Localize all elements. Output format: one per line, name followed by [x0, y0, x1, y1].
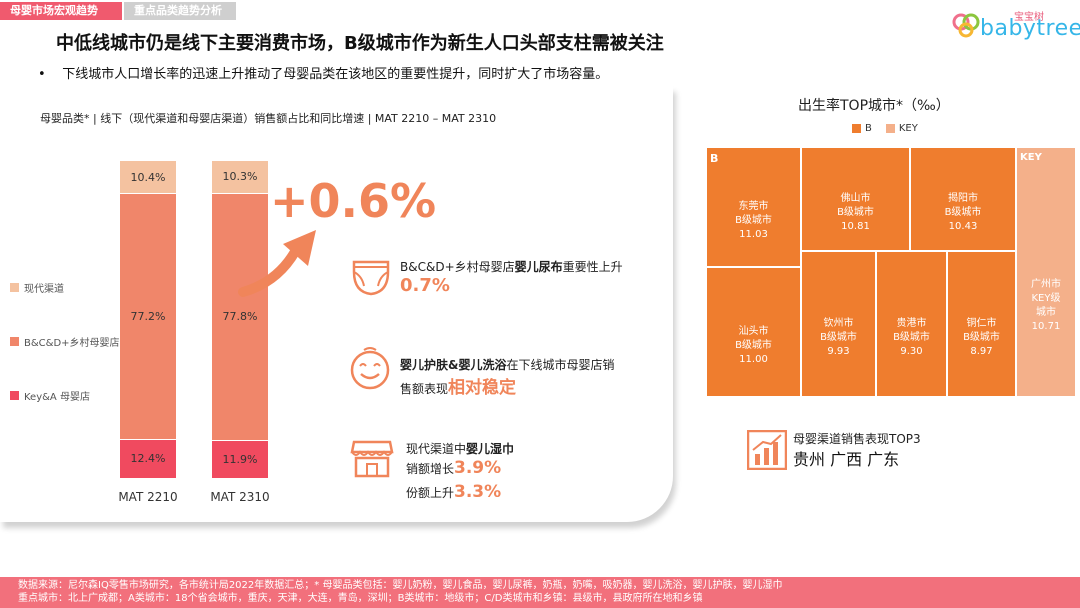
legend-swatch: [852, 124, 861, 133]
treemap-cell: 铜仁市 B级城市 8.97: [947, 251, 1016, 397]
feature-wipes-line3: 份额上升3.3%: [406, 482, 501, 502]
legend-key: KEY: [885, 123, 918, 134]
treemap-cell: 佛山市 B级城市 10.81: [801, 147, 910, 251]
legend-b: B: [852, 123, 872, 134]
legend-label: B&C&D+乡村母婴店: [24, 338, 120, 349]
treemap-cell-label: 贵港市 B级城市 9.30: [893, 318, 930, 357]
f3-l3: 份额上升: [406, 486, 455, 500]
treemap-cell: 钦州市 B级城市 9.93: [801, 251, 876, 397]
treemap-cell: 贵港市 B级城市 9.30: [876, 251, 947, 397]
treemap-cell: 揭阳市 B级城市 10.43: [910, 147, 1016, 251]
f3-bold: 婴儿湿巾: [466, 442, 515, 456]
treemap-cell-label: 揭阳市 B级城市 10.43: [944, 193, 982, 232]
top3-value: 贵州 广西 广东: [793, 450, 900, 469]
treemap-cell-label: 东莞市 B级城市 11.03: [735, 201, 772, 240]
feature-skincare-line2: 售额表现相对稳定: [400, 373, 516, 398]
birthrate-title: 出生率TOP城市*（‰）: [798, 98, 950, 114]
legend-label: 现代渠道: [24, 284, 64, 295]
up-arrow-icon: [238, 230, 316, 297]
babytree-logo-icon: [952, 13, 980, 38]
bar-segment: 12.4%: [120, 438, 176, 478]
treemap-cell-label: 广州市 KEY级 城市 10.71: [1031, 279, 1061, 332]
f2-text: 在下线城市母婴店销: [506, 358, 615, 372]
smiley-face-icon: [350, 347, 390, 390]
legend-swatch: [10, 337, 19, 346]
treemap-group-key-label: KEY: [1020, 152, 1042, 163]
treemap-cell: 东莞市 B级城市 11.03: [706, 147, 801, 267]
f2-value: 相对稳定: [448, 378, 517, 398]
f3-v3: 3.3%: [454, 482, 502, 502]
legend-keya: Key&A 母婴店: [10, 388, 90, 403]
f1-text: B&C&D+乡村母婴店: [400, 260, 515, 274]
f2-bold: 婴儿护肤&婴儿洗浴: [400, 358, 507, 372]
bar-category-label: MAT 2310: [210, 490, 270, 504]
highlight-value: +0.6%: [270, 174, 437, 228]
legend-swatch: [10, 391, 19, 400]
treemap-cell: 广州市 KEY级 城市 10.71: [1016, 147, 1076, 397]
f3-text: 现代渠道中: [406, 442, 467, 456]
treemap-cell-label: 铜仁市 B级城市 8.97: [963, 318, 1000, 357]
treemap-cell-label: 佛山市 B级城市 10.81: [837, 193, 874, 232]
legend-label: Key&A 母婴店: [24, 392, 90, 403]
bar-category-label: MAT 2210: [118, 490, 178, 504]
tab-category-analysis[interactable]: 重点品类趋势分析: [124, 2, 236, 20]
footer-notes: 数据来源：尼尔森IQ零售市场研究，各市统计局2022年数据汇总；* 母婴品类包括…: [0, 577, 1080, 608]
f1-tail: 重要性上升: [562, 260, 623, 274]
treemap-cell: 汕头市 B级城市 11.00: [706, 267, 801, 397]
feature-skincare-line1: 婴儿护肤&婴儿洗浴在下线城市母婴店销: [400, 356, 614, 373]
left-panel: [0, 86, 673, 522]
bar-segment: 77.8%: [212, 192, 268, 441]
footer-line2: 重点城市：北上广成都；A类城市：18个省会城市，重庆，天津，大连，青岛，深圳；B…: [18, 593, 703, 604]
feature-wipes-line2: 销额增长3.9%: [406, 458, 501, 478]
bullet-content: 下线城市人口增长率的迅速上升推动了母婴品类在该地区的重要性提升，同时扩大了市场容…: [62, 67, 609, 82]
legend-swatch: [885, 124, 895, 133]
treemap-group-b-label: B: [710, 152, 719, 165]
treemap-cell-label: 汕头市 B级城市 11.00: [735, 326, 772, 365]
diaper-icon: [352, 260, 390, 296]
bar-segment: 77.2%: [120, 193, 176, 439]
legend-label: KEY: [898, 123, 918, 134]
bar-segment: 11.9%: [212, 440, 268, 478]
page-title: 中低线城市仍是线下主要消费市场，B级城市作为新生人口头部支柱需被关注: [56, 33, 664, 54]
legend-bcd: B&C&D+乡村母婴店: [10, 334, 120, 349]
legend-swatch: [10, 283, 19, 292]
store-icon: [350, 440, 394, 478]
f1-bold: 婴儿尿布: [514, 260, 563, 274]
feature-wipes-line1: 现代渠道中婴儿湿巾: [406, 440, 514, 457]
footer-line1: 数据来源：尼尔森IQ零售市场研究，各市统计局2022年数据汇总；* 母婴品类包括…: [18, 580, 783, 591]
bar-segment: 10.4%: [120, 160, 176, 194]
logo-subtitle: 宝宝树: [1014, 12, 1044, 23]
legend-label: B: [865, 123, 872, 134]
f2-line2: 售额表现: [400, 382, 449, 396]
bar-segment: 10.3%: [212, 160, 268, 193]
top3-title: 母婴渠道销售表现TOP3: [793, 432, 921, 446]
feature-diaper-value: 0.7%: [400, 275, 450, 296]
legend-modern: 现代渠道: [10, 280, 64, 295]
chart-title: 母婴品类* | 线下（现代渠道和母婴店渠道）销售额占比和同比增速 | MAT 2…: [40, 112, 497, 125]
treemap-legend: B KEY: [852, 123, 918, 134]
tab-market-trend[interactable]: 母婴市场宏观趋势: [0, 2, 122, 20]
f3-l2: 销额增长: [406, 462, 455, 476]
treemap-cell-label: 钦州市 B级城市 9.93: [820, 318, 857, 357]
logo-text: babytree: [980, 16, 1080, 41]
f3-v2: 3.9%: [454, 458, 502, 478]
feature-diaper-text: B&C&D+乡村母婴店婴儿尿布重要性上升: [400, 258, 623, 275]
bullet-text: • 下线城市人口增长率的迅速上升推动了母婴品类在该地区的重要性提升，同时扩大了市…: [38, 67, 609, 82]
growth-chart-icon: [747, 430, 787, 470]
